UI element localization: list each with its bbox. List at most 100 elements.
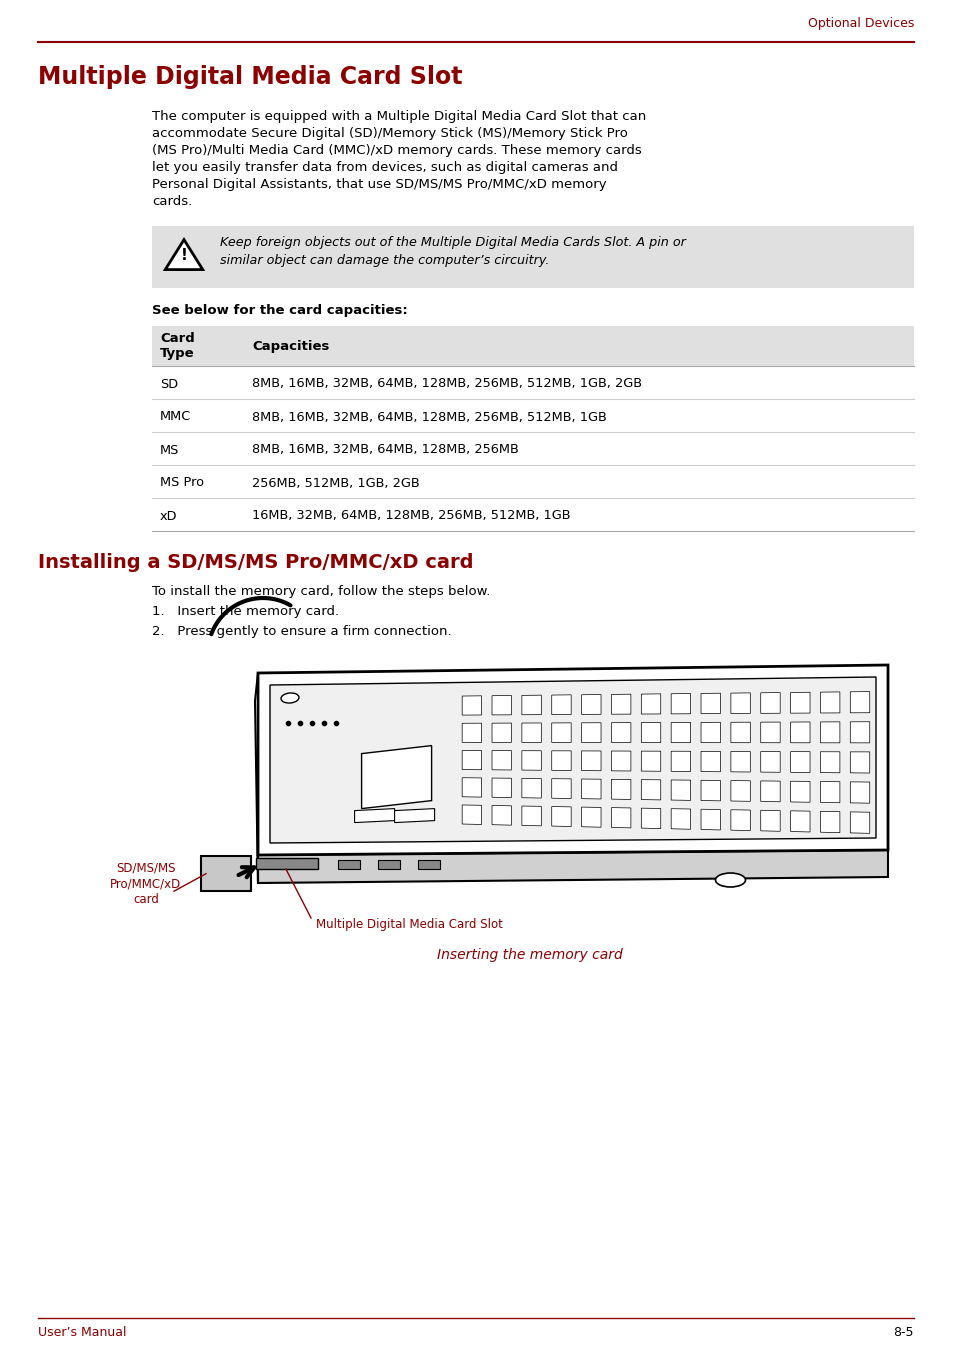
- Polygon shape: [820, 812, 839, 832]
- Text: MMC: MMC: [160, 411, 191, 423]
- Polygon shape: [820, 692, 839, 713]
- Polygon shape: [551, 723, 571, 743]
- Text: 256MB, 512MB, 1GB, 2GB: 256MB, 512MB, 1GB, 2GB: [252, 477, 419, 489]
- Text: 8MB, 16MB, 32MB, 64MB, 128MB, 256MB: 8MB, 16MB, 32MB, 64MB, 128MB, 256MB: [252, 443, 518, 457]
- Polygon shape: [700, 781, 720, 801]
- Polygon shape: [790, 721, 809, 743]
- Polygon shape: [461, 696, 481, 715]
- Polygon shape: [640, 780, 660, 800]
- Polygon shape: [492, 778, 511, 797]
- Polygon shape: [361, 746, 431, 809]
- Polygon shape: [521, 807, 540, 825]
- FancyBboxPatch shape: [152, 226, 913, 288]
- Polygon shape: [581, 780, 600, 798]
- Polygon shape: [255, 858, 317, 869]
- Text: Optional Devices: Optional Devices: [807, 18, 913, 30]
- Text: The computer is equipped with a Multiple Digital Media Card Slot that can: The computer is equipped with a Multiple…: [152, 109, 645, 123]
- Polygon shape: [671, 809, 690, 830]
- Text: 2.   Press gently to ensure a firm connection.: 2. Press gently to ensure a firm connect…: [152, 626, 451, 638]
- Ellipse shape: [715, 873, 744, 888]
- Polygon shape: [730, 693, 749, 713]
- Polygon shape: [820, 721, 839, 743]
- Polygon shape: [377, 861, 399, 869]
- Text: Multiple Digital Media Card Slot: Multiple Digital Media Card Slot: [38, 65, 462, 89]
- Polygon shape: [790, 692, 809, 713]
- Polygon shape: [581, 751, 600, 770]
- Text: (MS Pro)/Multi Media Card (MMC)/xD memory cards. These memory cards: (MS Pro)/Multi Media Card (MMC)/xD memor…: [152, 145, 641, 157]
- Text: 8MB, 16MB, 32MB, 64MB, 128MB, 256MB, 512MB, 1GB: 8MB, 16MB, 32MB, 64MB, 128MB, 256MB, 512…: [252, 411, 606, 423]
- Text: SD: SD: [160, 377, 178, 390]
- Polygon shape: [760, 721, 780, 743]
- Polygon shape: [700, 693, 720, 713]
- FancyBboxPatch shape: [152, 326, 913, 366]
- Polygon shape: [730, 809, 749, 831]
- Polygon shape: [461, 723, 481, 742]
- Polygon shape: [492, 723, 511, 743]
- Polygon shape: [790, 811, 809, 832]
- Text: accommodate Secure Digital (SD)/Memory Stick (MS)/Memory Stick Pro: accommodate Secure Digital (SD)/Memory S…: [152, 127, 627, 141]
- Polygon shape: [581, 723, 600, 743]
- Polygon shape: [820, 751, 839, 773]
- Polygon shape: [521, 723, 540, 743]
- Polygon shape: [551, 807, 571, 827]
- Text: 1.   Insert the memory card.: 1. Insert the memory card.: [152, 605, 338, 617]
- Polygon shape: [461, 805, 481, 824]
- Polygon shape: [790, 781, 809, 802]
- Text: MS: MS: [160, 443, 179, 457]
- Text: cards.: cards.: [152, 195, 193, 208]
- Text: similar object can damage the computer’s circuitry.: similar object can damage the computer’s…: [220, 254, 549, 267]
- Text: Card
Type: Card Type: [160, 332, 194, 359]
- Polygon shape: [551, 778, 571, 798]
- Polygon shape: [201, 857, 251, 892]
- Text: Installing a SD/MS/MS Pro/MMC/xD card: Installing a SD/MS/MS Pro/MMC/xD card: [38, 553, 473, 571]
- Polygon shape: [395, 809, 435, 823]
- Text: Multiple Digital Media Card Slot: Multiple Digital Media Card Slot: [315, 917, 502, 931]
- Text: 8-5: 8-5: [893, 1325, 913, 1339]
- Polygon shape: [760, 781, 780, 801]
- Polygon shape: [849, 753, 869, 773]
- Text: MS Pro: MS Pro: [160, 477, 204, 489]
- Polygon shape: [254, 673, 257, 884]
- Polygon shape: [551, 751, 571, 770]
- Polygon shape: [640, 723, 660, 743]
- Polygon shape: [700, 751, 720, 771]
- Polygon shape: [640, 751, 660, 771]
- Polygon shape: [700, 809, 720, 830]
- Text: Personal Digital Assistants, that use SD/MS/MS Pro/MMC/xD memory: Personal Digital Assistants, that use SD…: [152, 178, 606, 190]
- Polygon shape: [760, 811, 780, 831]
- Polygon shape: [671, 751, 690, 771]
- Polygon shape: [611, 723, 630, 743]
- Polygon shape: [521, 751, 540, 770]
- Polygon shape: [611, 808, 630, 828]
- Polygon shape: [165, 239, 202, 270]
- Text: User’s Manual: User’s Manual: [38, 1325, 127, 1339]
- Polygon shape: [640, 694, 660, 715]
- Text: Inserting the memory card: Inserting the memory card: [436, 948, 622, 962]
- Text: See below for the card capacities:: See below for the card capacities:: [152, 304, 407, 317]
- Text: xD: xD: [160, 509, 177, 523]
- Polygon shape: [270, 677, 875, 843]
- Polygon shape: [671, 780, 690, 800]
- Polygon shape: [849, 782, 869, 804]
- Polygon shape: [730, 723, 749, 743]
- Ellipse shape: [281, 693, 298, 703]
- Text: Capacities: Capacities: [252, 340, 329, 353]
- Text: 16MB, 32MB, 64MB, 128MB, 256MB, 512MB, 1GB: 16MB, 32MB, 64MB, 128MB, 256MB, 512MB, 1…: [252, 509, 570, 523]
- Text: To install the memory card, follow the steps below.: To install the memory card, follow the s…: [152, 585, 490, 598]
- Polygon shape: [671, 723, 690, 743]
- Polygon shape: [730, 751, 749, 771]
- Polygon shape: [760, 751, 780, 773]
- Polygon shape: [337, 861, 359, 869]
- Polygon shape: [581, 807, 600, 827]
- Polygon shape: [355, 809, 395, 823]
- Polygon shape: [849, 721, 869, 743]
- Polygon shape: [551, 694, 571, 715]
- Polygon shape: [257, 850, 887, 884]
- Polygon shape: [640, 808, 660, 828]
- Polygon shape: [521, 696, 540, 715]
- Polygon shape: [820, 781, 839, 802]
- Text: Keep foreign objects out of the Multiple Digital Media Cards Slot. A pin or: Keep foreign objects out of the Multiple…: [220, 236, 685, 249]
- Polygon shape: [461, 751, 481, 770]
- Polygon shape: [700, 723, 720, 743]
- Polygon shape: [257, 665, 887, 855]
